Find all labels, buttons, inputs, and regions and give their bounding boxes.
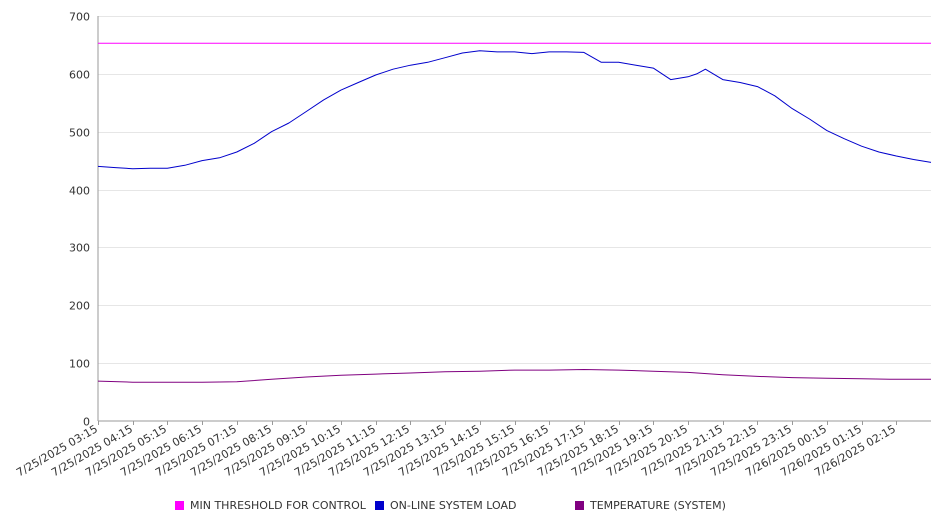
y-tick-label: 200 xyxy=(69,300,90,313)
temperature-line xyxy=(97,369,931,383)
gridlines xyxy=(98,16,931,364)
legend-swatch xyxy=(375,500,384,510)
x-tick-labels: 7/25/2025 03:157/25/2025 04:157/25/2025 … xyxy=(14,421,898,479)
y-tick-label: 600 xyxy=(69,69,90,82)
y-tick-label: 100 xyxy=(69,358,90,371)
y-tick-label: 0 xyxy=(83,416,90,429)
legend-item-temperature: TEMPERATURE (SYSTEM) xyxy=(575,497,726,513)
y-tick-label: 400 xyxy=(69,185,90,198)
system-load-line xyxy=(97,50,932,170)
legend-label: TEMPERATURE (SYSTEM) xyxy=(590,498,726,512)
y-tick-labels: 0 100 200 300 400 500 600 700 xyxy=(69,11,90,429)
legend: MIN THRESHOLD FOR CONTROL ON-LINE SYSTEM … xyxy=(0,497,946,515)
axes xyxy=(97,16,931,422)
legend-swatch xyxy=(175,500,184,510)
legend-item-system-load: ON-LINE SYSTEM LOAD xyxy=(375,497,516,513)
series-lines xyxy=(97,42,932,383)
legend-item-min-threshold: MIN THRESHOLD FOR CONTROL xyxy=(175,497,366,513)
legend-label: MIN THRESHOLD FOR CONTROL xyxy=(190,498,366,512)
legend-swatch xyxy=(575,500,584,510)
y-tick-label: 500 xyxy=(69,127,90,140)
y-tick-label: 700 xyxy=(69,11,90,24)
y-tick-label: 300 xyxy=(69,242,90,255)
legend-label: ON-LINE SYSTEM LOAD xyxy=(390,498,517,512)
